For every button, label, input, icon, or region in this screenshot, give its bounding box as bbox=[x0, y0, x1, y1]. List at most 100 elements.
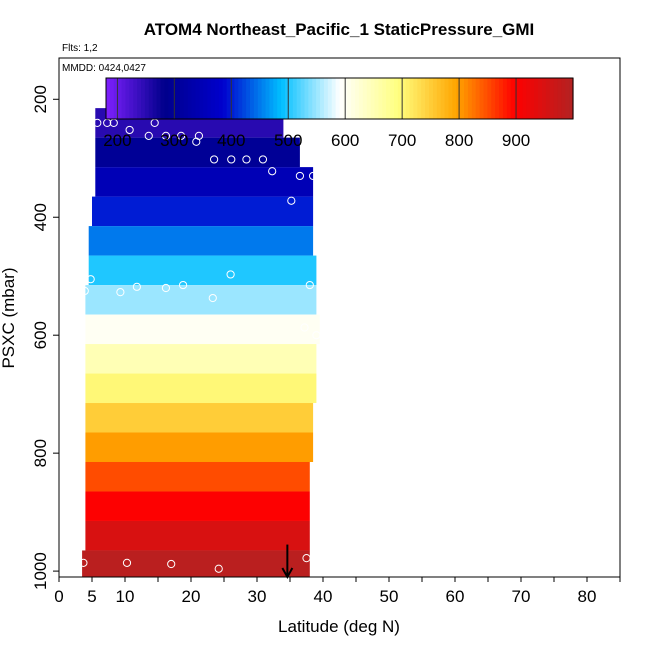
observation-point bbox=[93, 118, 102, 127]
plot-frame bbox=[58, 57, 621, 578]
flights-label: Flts: 1,2 bbox=[62, 43, 98, 54]
colorbar-segment bbox=[534, 78, 539, 119]
observation-point bbox=[79, 558, 88, 567]
y-tick-label: 600 bbox=[31, 321, 50, 349]
colorbar-segment bbox=[316, 78, 321, 119]
observation-point bbox=[116, 288, 125, 297]
colorbar-tick-label: 900 bbox=[502, 131, 530, 150]
colorbar-segment bbox=[440, 78, 446, 119]
colorbar-segment bbox=[355, 78, 360, 119]
colorbar-segment bbox=[510, 78, 516, 119]
colorbar-segment bbox=[417, 78, 422, 119]
y-tick-label: 200 bbox=[31, 85, 50, 113]
colorbar-tick-label: 300 bbox=[160, 131, 188, 150]
colorbar-segment bbox=[370, 78, 376, 119]
heatmap-cell bbox=[88, 255, 317, 286]
colorbar-segment bbox=[288, 78, 294, 119]
observation-point bbox=[258, 155, 268, 164]
x-tick-label: 0 bbox=[54, 587, 63, 606]
colorbar-segment bbox=[448, 78, 453, 119]
colorbar-segment bbox=[199, 78, 204, 119]
x-axis: 0 5 10 20 30 40 50 60 70 80 bbox=[54, 577, 621, 606]
colorbar-segment bbox=[557, 78, 562, 119]
y-axis: 200 400 600 800 1000 bbox=[31, 85, 59, 590]
colorbar-segment bbox=[304, 78, 309, 119]
colorbar-segment bbox=[530, 78, 535, 119]
colorbar-segment bbox=[502, 78, 508, 119]
colorbar-segment bbox=[296, 78, 302, 119]
colorbar-segment bbox=[460, 78, 465, 119]
colorbar-segment bbox=[265, 78, 271, 119]
heatmap-cell bbox=[85, 285, 317, 315]
colorbar-segment bbox=[156, 78, 162, 119]
colorbar-segment bbox=[292, 78, 298, 119]
observation-point bbox=[312, 331, 321, 340]
observation-point bbox=[227, 155, 236, 164]
colorbar-segment bbox=[397, 78, 403, 119]
y-tick-label: 400 bbox=[31, 203, 50, 231]
x-axis-label: Latitude (deg N) bbox=[278, 617, 400, 636]
observation-point bbox=[122, 558, 132, 567]
colorbar-segment bbox=[176, 78, 181, 119]
colorbar-segment bbox=[327, 78, 333, 119]
observation-point bbox=[302, 554, 311, 563]
colorbar-segment bbox=[464, 78, 469, 119]
observation-point bbox=[144, 131, 153, 140]
observation-point bbox=[80, 286, 89, 296]
colorbar-segment bbox=[152, 78, 158, 119]
colorbar-segment bbox=[125, 78, 130, 119]
colorbar-segment bbox=[495, 78, 500, 119]
heatmap-cell bbox=[85, 403, 314, 433]
colorbar-segment bbox=[320, 78, 325, 119]
colorbar-segment bbox=[242, 78, 247, 119]
observation-point bbox=[268, 167, 277, 176]
colorbar-segment bbox=[456, 78, 461, 119]
colorbar-segment bbox=[273, 78, 278, 119]
observation-point bbox=[208, 293, 217, 303]
heatmap-cell bbox=[85, 520, 310, 551]
colorbar-segment bbox=[183, 78, 189, 119]
colorbar-segment bbox=[222, 78, 228, 119]
observation-point bbox=[125, 125, 134, 135]
heatmap-cell bbox=[85, 373, 317, 404]
colorbar-segment bbox=[141, 78, 146, 119]
colorbar-segment bbox=[358, 78, 364, 119]
x-tick-label: 60 bbox=[446, 587, 465, 606]
colorbar-segment bbox=[553, 78, 559, 119]
colorbar-segment bbox=[382, 78, 387, 119]
colorbar-segment bbox=[109, 78, 115, 119]
colorbar-segment bbox=[246, 78, 251, 119]
colorbar-tick-label: 500 bbox=[274, 131, 302, 150]
colorbar-segment bbox=[207, 78, 212, 119]
colorbar-segment bbox=[514, 78, 520, 119]
heatmap-cell bbox=[88, 226, 314, 256]
colorbar-segment bbox=[253, 78, 259, 119]
x-tick-label: 80 bbox=[578, 587, 597, 606]
observation-point bbox=[178, 280, 188, 290]
colorbar-segment bbox=[211, 78, 216, 119]
colorbar-segment bbox=[218, 78, 224, 119]
colorbar-segment bbox=[249, 78, 255, 119]
colorbar-segment bbox=[195, 78, 200, 119]
x-tick-label: 5 bbox=[87, 587, 96, 606]
observation-point bbox=[242, 155, 251, 164]
colorbar-tick-label: 200 bbox=[103, 131, 131, 150]
x-tick-label: 30 bbox=[248, 587, 267, 606]
colorbar-frame bbox=[105, 77, 574, 120]
colorbar-segment bbox=[366, 78, 372, 119]
colorbar-segment bbox=[413, 78, 418, 119]
colorbar-segment bbox=[148, 78, 154, 119]
colorbar-segment bbox=[541, 78, 547, 119]
x-tick-label: 20 bbox=[182, 587, 201, 606]
colorbar-segment bbox=[168, 78, 173, 119]
colorbar-segment bbox=[347, 78, 352, 119]
observation-point bbox=[132, 282, 141, 291]
colorbar-segment bbox=[518, 78, 524, 119]
colorbar-segment bbox=[429, 78, 434, 119]
colorbar-segment bbox=[277, 78, 282, 119]
colorbar-segment bbox=[467, 78, 473, 119]
colorbar-segment bbox=[362, 78, 368, 119]
observation-point bbox=[177, 131, 186, 140]
y-tick-label: 1000 bbox=[31, 552, 50, 590]
colorbar-segment bbox=[269, 78, 274, 119]
